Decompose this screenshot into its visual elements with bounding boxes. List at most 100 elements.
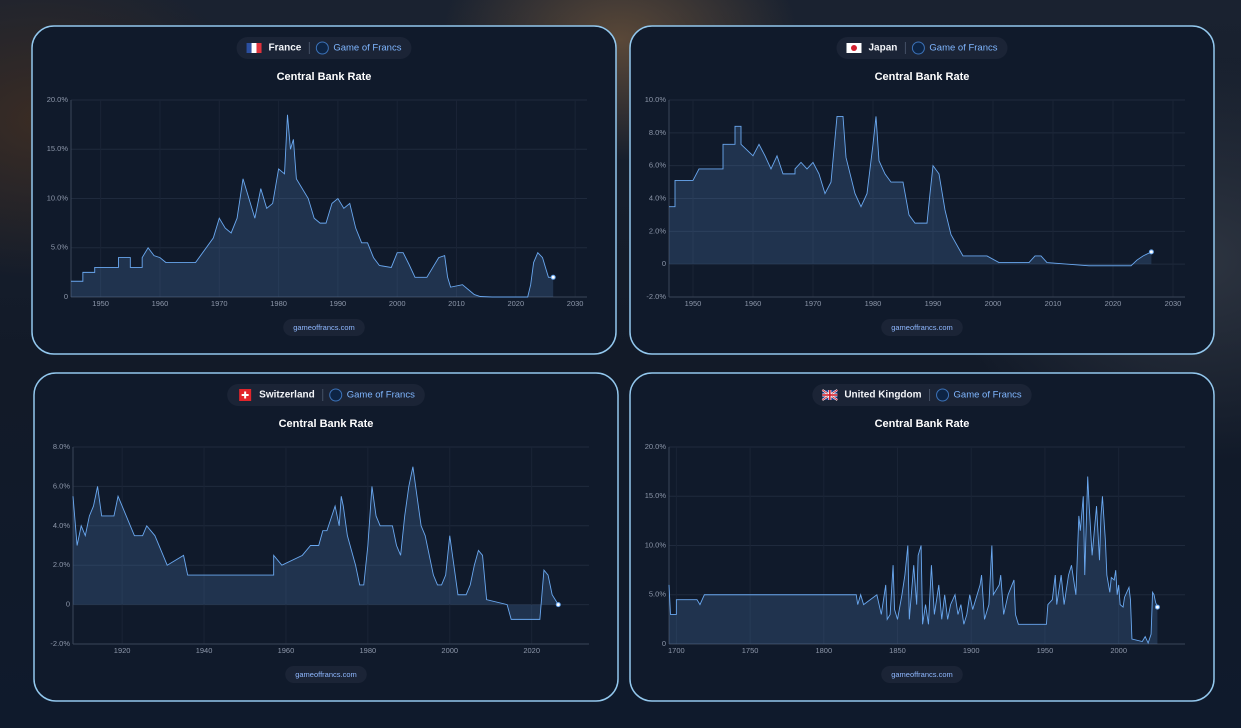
y-tick-label: 2.0% (53, 560, 70, 569)
country-name: Switzerland (259, 390, 315, 401)
x-tick-label: 2020 (523, 646, 540, 655)
flag (829, 390, 831, 400)
header-pill: France Game of Francs (236, 37, 412, 59)
pill-background (881, 319, 963, 336)
country-name: France (269, 43, 302, 54)
x-tick-label: 1850 (889, 646, 906, 655)
y-tick-label: 10.0% (645, 95, 667, 104)
pill-background (812, 384, 1032, 406)
y-tick-label: 20.0% (47, 95, 69, 104)
header-pill: Switzerland Game of Francs (227, 384, 425, 406)
card: Japan Game of Francs Central Bank Rate -2.0… (629, 25, 1215, 355)
card-background (31, 25, 617, 355)
x-tick-label: 2000 (441, 646, 458, 655)
country-name: Japan (868, 43, 897, 54)
flag (256, 43, 262, 53)
card-background (629, 372, 1215, 702)
x-tick-label: 2020 (507, 299, 524, 308)
x-tick-label: 1980 (865, 299, 882, 308)
x-tick-label: 2000 (985, 299, 1002, 308)
x-tick-label: 1750 (742, 646, 759, 655)
source-pill: gameoffrancs.com (881, 319, 963, 336)
x-tick-label: 1980 (360, 646, 377, 655)
line (72, 466, 559, 620)
brand-icon (911, 41, 925, 55)
x-tick-label: 2020 (1105, 299, 1122, 308)
pill-background (227, 384, 425, 406)
y-tick-label: 6.0% (53, 481, 70, 490)
y-tick-label: 15.0% (47, 144, 69, 153)
y-tick-label: 4.0% (53, 521, 70, 530)
chart-title: Central Bank Rate (279, 418, 374, 430)
x-tick-label: 1950 (1037, 646, 1054, 655)
area (669, 116, 1152, 266)
source-pill: gameoffrancs.com (283, 319, 365, 336)
card-background (33, 372, 619, 702)
y-tick-label: 8.0% (649, 128, 666, 137)
x-tick-label: 2000 (389, 299, 406, 308)
y-tick-label: 5.0% (51, 243, 68, 252)
card-background (629, 25, 1215, 355)
x-tick-label: 1960 (745, 299, 762, 308)
x-tick-label: 1990 (925, 299, 942, 308)
source: gameoffrancs.com (891, 323, 953, 332)
card: France Game of Francs Central Bank Rate 0 5.… (31, 25, 617, 355)
area (669, 476, 1158, 644)
card: Switzerland Game of Francs Central Bank Ra… (33, 372, 619, 702)
flag (251, 43, 257, 53)
y-tick-label: 15.0% (645, 491, 667, 500)
header-pill: Japan Game of Francs (836, 37, 1008, 59)
x-tick-label: 1970 (805, 299, 822, 308)
chart-title: Central Bank Rate (875, 71, 970, 83)
x-tick-label: 1960 (152, 299, 169, 308)
x-tick-label: 1970 (211, 299, 228, 308)
source: gameoffrancs.com (295, 670, 357, 679)
flag (850, 45, 857, 51)
x-tick-label: 2030 (1165, 299, 1182, 308)
y-tick-label: 8.0% (53, 442, 70, 451)
x-tick-label: 1700 (668, 646, 685, 655)
card: United Kingdom Game of Francs Central Bank… (629, 372, 1215, 702)
area (73, 466, 559, 620)
chart-title: Central Bank Rate (277, 71, 372, 83)
y-tick-label: 0 (662, 639, 666, 648)
y-tick-label: 6.0% (649, 161, 666, 170)
flag (246, 43, 252, 53)
flag (241, 394, 249, 396)
y-tick-label: 5.0% (649, 590, 666, 599)
source: gameoffrancs.com (293, 323, 355, 332)
y-tick-label: 0 (64, 292, 68, 301)
pill-background (285, 666, 367, 683)
brand-name: Game of Francs (954, 390, 1022, 401)
y-tick-label: 0 (66, 600, 70, 609)
area (71, 114, 554, 298)
brand-name: Game of Francs (333, 43, 401, 54)
x-tick-label: 1920 (114, 646, 131, 655)
x-tick-label: 2000 (1110, 646, 1127, 655)
y-tick-label: -2.0% (50, 639, 70, 648)
x-tick-label: 1990 (330, 299, 347, 308)
brand-icon (329, 388, 343, 402)
x-tick-label: 1950 (92, 299, 109, 308)
line (669, 115, 1152, 267)
chart-title: Central Bank Rate (875, 418, 970, 430)
x-tick-label: 1960 (278, 646, 295, 655)
x-tick-label: 2030 (567, 299, 584, 308)
end-point (1154, 604, 1160, 610)
x-tick-label: 1900 (963, 646, 980, 655)
line (668, 476, 1158, 645)
y-tick-label: -2.0% (646, 292, 666, 301)
x-tick-label: 2010 (1045, 299, 1062, 308)
x-tick-label: 1980 (270, 299, 287, 308)
x-tick-label: 2010 (448, 299, 465, 308)
chart-card: Switzerland Game of Francs Central Bank Ra… (33, 372, 619, 702)
x-tick-label: 1800 (815, 646, 832, 655)
end-point (1148, 249, 1154, 255)
header-pill: United Kingdom Game of Francs (812, 384, 1032, 406)
y-tick-label: 0 (662, 259, 666, 268)
y-tick-label: 2.0% (649, 226, 666, 235)
pill-background (881, 666, 963, 683)
y-tick-label: 20.0% (645, 442, 667, 451)
x-tick-label: 1940 (196, 646, 213, 655)
source-pill: gameoffrancs.com (285, 666, 367, 683)
